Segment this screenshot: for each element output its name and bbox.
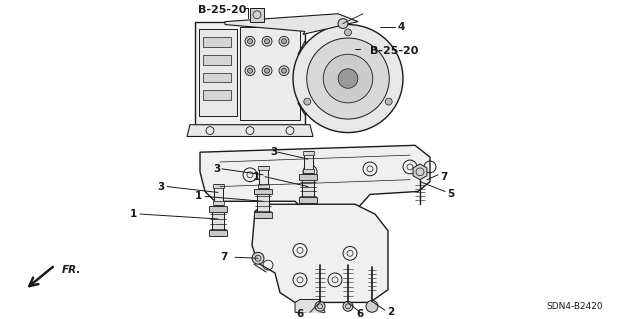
Text: 1: 1 <box>130 209 137 219</box>
Bar <box>254 189 272 194</box>
Circle shape <box>264 68 269 73</box>
Circle shape <box>245 36 255 46</box>
Bar <box>299 174 317 180</box>
Text: B-25-20: B-25-20 <box>198 5 246 15</box>
Text: 2: 2 <box>387 307 394 317</box>
Circle shape <box>343 301 353 311</box>
Circle shape <box>248 68 253 73</box>
Circle shape <box>279 66 289 76</box>
Bar <box>209 230 227 236</box>
Bar <box>214 184 223 205</box>
Text: B-25-20: B-25-20 <box>370 46 419 56</box>
Text: 3: 3 <box>213 164 220 174</box>
Circle shape <box>279 36 289 46</box>
Text: 1: 1 <box>253 172 260 182</box>
Polygon shape <box>252 204 388 302</box>
Circle shape <box>264 39 269 44</box>
Bar <box>203 90 231 100</box>
Bar <box>195 22 305 125</box>
Text: 7: 7 <box>440 172 447 182</box>
Bar <box>257 189 269 218</box>
Circle shape <box>385 98 392 105</box>
Bar <box>213 201 224 205</box>
Bar <box>240 26 300 120</box>
Text: 1: 1 <box>195 191 202 201</box>
Bar <box>250 8 264 22</box>
Circle shape <box>307 38 389 119</box>
Bar <box>299 197 317 203</box>
Circle shape <box>323 54 372 103</box>
Text: SDN4-B2420: SDN4-B2420 <box>547 302 604 311</box>
Circle shape <box>293 25 403 133</box>
Polygon shape <box>413 164 427 180</box>
Text: 3: 3 <box>157 182 164 192</box>
Circle shape <box>338 19 348 28</box>
Bar <box>303 151 314 155</box>
Text: 7: 7 <box>221 252 228 262</box>
Bar <box>303 169 314 173</box>
Polygon shape <box>187 125 313 137</box>
Bar <box>254 212 272 218</box>
Bar <box>302 174 314 203</box>
Bar <box>259 166 268 188</box>
Bar <box>203 55 231 65</box>
Polygon shape <box>225 14 358 34</box>
Circle shape <box>282 39 287 44</box>
Circle shape <box>338 69 358 88</box>
Text: 6: 6 <box>356 309 364 319</box>
Bar <box>203 73 231 83</box>
Text: 6: 6 <box>296 309 303 319</box>
Bar <box>258 184 269 188</box>
Bar <box>304 151 313 173</box>
Circle shape <box>344 29 351 36</box>
Circle shape <box>282 68 287 73</box>
Bar <box>209 206 227 212</box>
Circle shape <box>262 36 272 46</box>
Circle shape <box>248 39 253 44</box>
Circle shape <box>252 252 264 264</box>
Bar <box>258 166 269 170</box>
Bar <box>203 37 231 47</box>
Circle shape <box>245 66 255 76</box>
Text: FR.: FR. <box>62 265 81 275</box>
Text: 5: 5 <box>447 189 454 199</box>
Circle shape <box>315 301 325 311</box>
Bar <box>212 206 224 236</box>
Bar <box>199 29 237 116</box>
Polygon shape <box>295 300 325 314</box>
Polygon shape <box>200 145 430 211</box>
Bar <box>213 184 224 188</box>
Circle shape <box>262 66 272 76</box>
Circle shape <box>304 98 311 105</box>
Text: 3: 3 <box>270 147 277 157</box>
Text: 4: 4 <box>398 23 405 33</box>
Circle shape <box>366 300 378 312</box>
